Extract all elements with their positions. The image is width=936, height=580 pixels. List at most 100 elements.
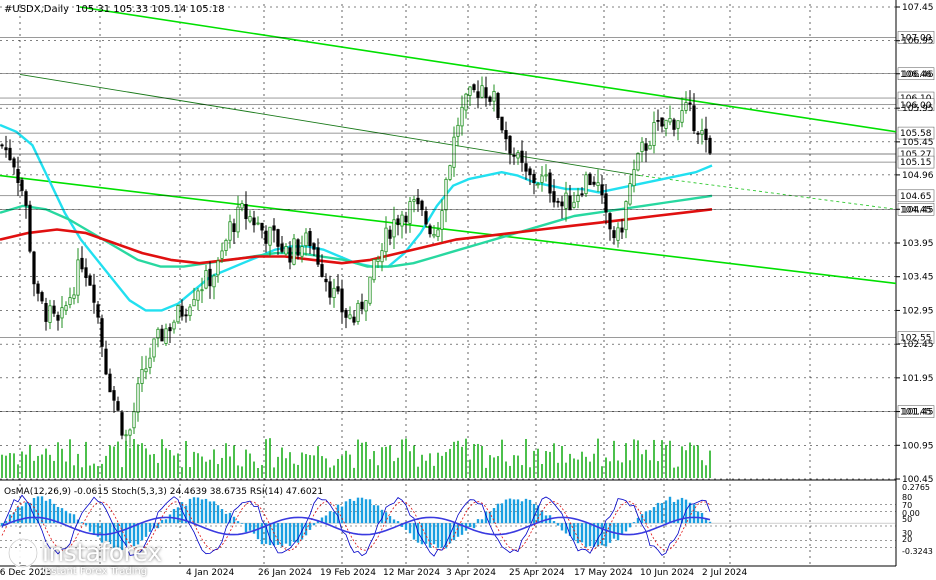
candle-body [292,238,296,265]
indicator-axis-label: 50 [902,515,912,524]
trend-channel [0,6,897,285]
candle-body [388,229,392,239]
indicator-label: OsMA(12,26,9) -0.0615 Stoch(5,3,3) 24.46… [4,487,323,497]
candle-body [476,91,480,98]
price-axis-label: 102.95 [902,306,934,316]
candle-body [312,243,316,250]
price-level-label: 106.00 [900,101,932,111]
candle-body [448,165,452,180]
candle-body [640,141,644,152]
price-axis-label: 103.95 [902,239,934,249]
candle-body [288,247,292,263]
price-level-box [897,126,935,140]
candle-body [340,288,344,313]
candle-body [668,118,672,123]
candle-body [200,289,204,292]
candle-body [564,192,568,209]
candle-body [624,201,628,231]
candle-body [152,338,156,358]
candle-body [124,434,128,437]
candle-body [536,183,540,186]
candle-body [464,93,468,111]
candle-body [588,173,592,186]
time-axis-label: 10 Jun 2024 [640,568,694,578]
candle-body [316,247,320,265]
candle-body [300,246,304,257]
candle-body [28,204,32,252]
candle-body [84,267,88,279]
price-axis-label: 103.45 [902,273,934,283]
candle-body [432,233,436,237]
ma-slow-line [0,208,713,265]
candle-body [504,130,508,140]
candle-body [260,222,264,231]
indicator-axis-label: -0.3243 [902,547,933,556]
candle-body [364,300,368,312]
indicator-axis-label: 30 [902,529,912,538]
price-level-label: 105.27 [900,150,932,160]
candle-body [56,314,60,321]
candle-body [188,306,192,317]
candle-body [96,304,100,318]
candle-body [644,143,648,151]
candlesticks [0,76,712,448]
candle-body [472,84,476,91]
candle-body [424,211,428,225]
price-axis-label: 101.95 [902,374,934,384]
candle-body [404,215,408,223]
candle-body [160,328,164,342]
time-axis-label: 26 Dec 2023 [0,568,52,578]
price-level-label: 105.58 [900,129,932,139]
candle-body [244,204,248,220]
candle-body [308,231,312,247]
candle-body [704,128,708,141]
price-axis-label: 104.96 [902,171,934,181]
candle-body [512,154,516,157]
candle-body [436,229,440,237]
price-level-box [897,31,935,44]
candle-body [324,278,328,283]
candle-body [516,152,520,159]
candle-body [604,193,608,213]
price-axis-label: 106.95 [902,37,934,47]
candle-body [396,218,400,226]
candle-body [416,197,420,205]
candle-body [156,328,160,339]
candle-body [552,191,556,203]
candle-body [688,102,692,105]
candle-body [220,250,224,259]
indicator-axis-label: 0.00 [902,509,920,518]
candle-body [592,181,596,185]
middle-channel-projection [639,175,897,210]
candle-body [524,163,528,172]
price-level-box [897,155,935,169]
price-level-label: 105.15 [900,158,932,168]
candle-body [692,105,696,132]
candle-body [392,219,396,238]
logo-tagline: Instant Forex Trading [42,566,148,577]
candle-body [4,147,8,151]
candle-body [444,178,448,211]
candle-body [16,169,20,183]
price-axis-label: 105.95 [902,104,934,114]
candle-body [368,276,372,304]
candle-body [344,309,348,318]
time-axis-label: 12 Mar 2024 [383,568,440,578]
candle-body [356,302,360,322]
candle-body [652,122,656,146]
candle-body [184,314,188,317]
candle-body [196,290,200,301]
candle-body [212,275,216,288]
candle-body [168,327,172,332]
candle-body [92,284,96,303]
candle-body [176,305,180,323]
candle-body [172,321,176,330]
price-axis-label: 107.45 [902,3,934,13]
candle-body [708,137,712,154]
candle-body [452,136,456,168]
rsi-line [1,516,711,536]
candle-body [296,239,300,256]
candle-body [372,259,376,281]
candle-body [440,210,444,230]
